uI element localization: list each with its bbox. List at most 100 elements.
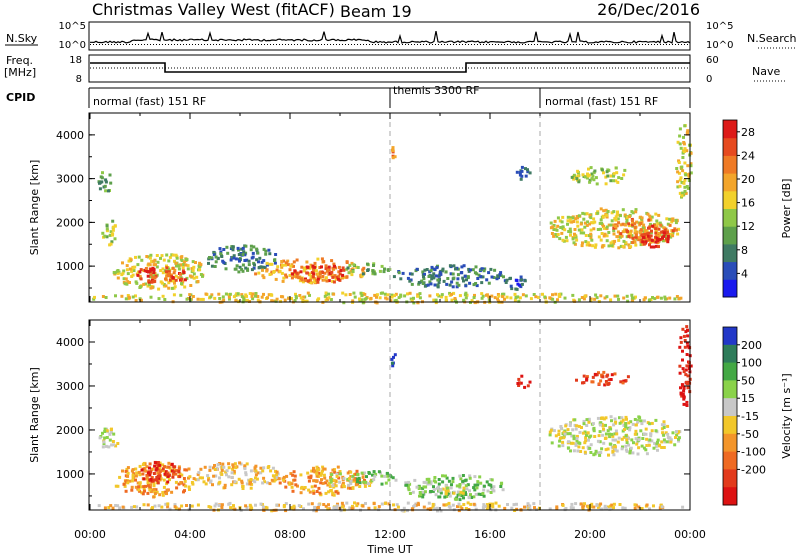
velocity-cell <box>444 489 448 493</box>
velocity-cell <box>290 485 294 489</box>
velocity-cell <box>404 481 408 485</box>
velocity-cell <box>445 495 449 498</box>
power-cell <box>220 255 224 258</box>
velocity-cell <box>276 472 280 476</box>
velocity-cell <box>453 497 457 501</box>
power-cell <box>182 260 186 264</box>
velocity-cell <box>272 479 276 483</box>
power-cell <box>461 276 465 280</box>
power-cell <box>101 231 105 235</box>
power-cell <box>249 244 253 248</box>
power-cell <box>186 264 190 268</box>
velocity-cell <box>642 432 646 436</box>
power-cell <box>617 235 621 239</box>
velocity-cell <box>417 486 421 490</box>
power-cell <box>623 168 627 172</box>
power-cell <box>361 270 365 274</box>
power-cell <box>123 282 127 286</box>
power-cell <box>658 238 662 241</box>
velocity-cell <box>309 476 313 480</box>
power-cell <box>674 228 678 232</box>
velocity-cell <box>313 507 317 511</box>
power-cell <box>678 178 682 182</box>
power-cell <box>390 295 394 299</box>
velocity-cell <box>686 374 690 378</box>
power-cell <box>132 269 136 272</box>
power-cell <box>678 142 682 146</box>
power-cell <box>364 297 368 301</box>
power-cell <box>611 223 615 227</box>
power-cell <box>523 279 527 283</box>
velocity-cell <box>307 502 311 506</box>
power-cell <box>172 286 176 290</box>
velocity-cell <box>249 486 253 490</box>
power-cell <box>149 295 153 299</box>
power-cell <box>514 287 518 291</box>
power-cell <box>192 276 196 280</box>
velocity-cell <box>303 486 307 489</box>
power-cell <box>320 265 323 269</box>
velocity-cell <box>637 438 641 442</box>
power-cell <box>673 227 677 231</box>
velocity-cell <box>592 426 596 430</box>
power-cell <box>114 294 117 298</box>
velocity-cell <box>456 490 460 494</box>
velocity-cell <box>427 477 431 481</box>
power-cell <box>221 259 225 263</box>
velocity-cell <box>390 357 394 361</box>
velocity-cell <box>163 465 166 469</box>
velocity-cell <box>633 506 637 510</box>
velocity-cell <box>185 504 188 507</box>
velocity-cell <box>678 371 682 375</box>
power-cell <box>288 274 292 277</box>
power-cell <box>434 301 438 305</box>
power-cell <box>659 296 663 300</box>
velocity-cell <box>145 476 149 480</box>
power-cell <box>174 274 178 278</box>
power-cell <box>182 270 186 274</box>
power-cell <box>391 146 395 150</box>
velocity-cell <box>105 436 109 439</box>
power-colorbar-swatch <box>723 190 737 209</box>
velocity-cell <box>182 477 186 480</box>
power-cell <box>458 294 462 298</box>
power-cell <box>104 296 108 299</box>
power-region-13 <box>570 166 627 186</box>
power-cell <box>333 264 336 268</box>
power-colorbar-label: Power [dB] <box>780 179 793 239</box>
freq-tick-top: 18 <box>69 55 82 66</box>
power-cell <box>183 278 187 282</box>
power-cell <box>108 173 112 177</box>
velocity-cell <box>618 421 622 425</box>
power-cell <box>614 218 618 222</box>
power-cell <box>664 237 668 241</box>
velocity-cell <box>569 506 573 510</box>
velocity-cell <box>595 373 599 377</box>
power-colorbar-tick-0: 4 <box>741 267 748 280</box>
power-cell <box>481 294 485 298</box>
velocity-cell <box>459 505 463 509</box>
power-cell <box>380 264 384 268</box>
power-cell <box>585 176 589 180</box>
power-cell <box>560 220 564 224</box>
velocity-cell <box>178 475 182 479</box>
velocity-cell <box>642 446 646 450</box>
power-cell <box>464 284 468 288</box>
power-cell <box>412 301 416 305</box>
velocity-cell <box>373 506 377 510</box>
power-cell <box>191 295 195 298</box>
power-cell <box>551 297 555 301</box>
velocity-cell <box>684 368 688 372</box>
power-cell <box>167 281 171 285</box>
velocity-cell <box>319 481 323 485</box>
velocity-cell <box>442 503 446 507</box>
power-cell <box>587 173 591 177</box>
velocity-cell <box>112 432 116 436</box>
power-cell <box>657 227 661 231</box>
power-cell <box>591 174 595 178</box>
time-tick-label-6: 00:00 <box>674 528 706 541</box>
power-cell <box>222 298 226 302</box>
power-cell <box>682 150 686 153</box>
velocity-cell <box>681 349 684 353</box>
power-cell <box>616 294 620 298</box>
